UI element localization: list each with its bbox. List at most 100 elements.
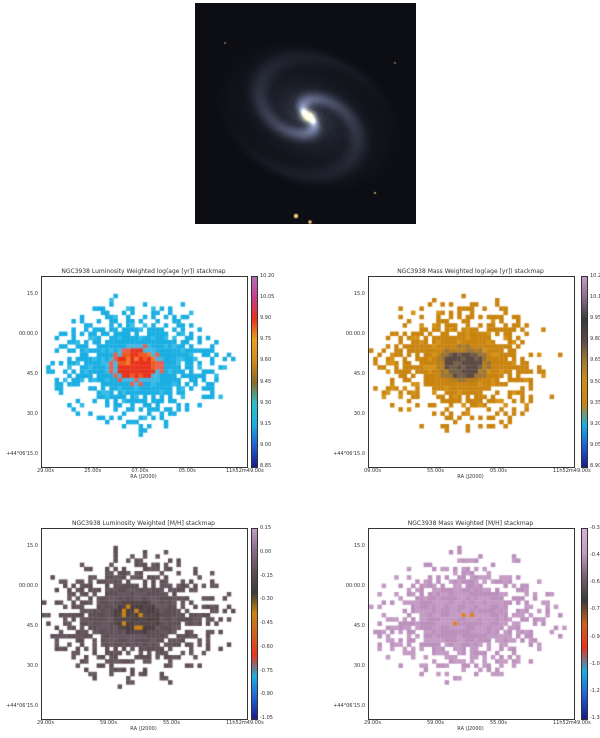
x-tick-label: 11h52m49.00s <box>226 720 264 726</box>
colorbar-tick-label: 9.30 <box>260 399 272 406</box>
colorbar-tick-label: 9.80 <box>590 336 600 343</box>
x-tick-label: 11h52m49.00s <box>226 468 264 474</box>
colorbar-tick-label: 0.00 <box>260 548 272 555</box>
map-axes <box>41 528 248 720</box>
galaxy-canvas <box>195 3 416 224</box>
x-tick-label: 59.00s <box>100 720 117 726</box>
colorbar-tick-label: -1.05 <box>590 660 600 667</box>
colorbar <box>581 276 588 468</box>
y-tick-label: 00:00.0 <box>18 583 38 589</box>
y-tick-label: 30.0 <box>353 663 365 669</box>
colorbar-tick-label: -0.30 <box>260 596 273 603</box>
y-tick-label: 30.0 <box>26 411 38 417</box>
x-tick-label: 29.00s <box>37 468 54 474</box>
x-tick-label: 25.00s <box>84 468 102 474</box>
colorbar-tick-label: 10.05 <box>260 294 275 301</box>
x-tick-label: 09.00s <box>364 468 381 474</box>
x-tick-label: 05.00s <box>490 468 507 474</box>
colorbar <box>251 528 258 720</box>
colorbar-tick-label: -0.15 <box>260 572 273 579</box>
colorbar-tick-label: 10.10 <box>590 294 600 301</box>
colorbar-tick-label: 9.35 <box>590 399 600 406</box>
colorbar-tick-label: -1.35 <box>590 715 600 721</box>
colorbar <box>581 528 588 720</box>
map-axes <box>41 276 248 468</box>
spaxel-map <box>42 277 247 467</box>
stackmap-panel-lum-age: NGC3938 Luminosity Weighted log(age [yr]… <box>6 268 300 483</box>
panel-title: NGC3938 Mass Weighted [M/H] stackmap <box>407 520 534 527</box>
y-tick-label: +44°06'15.0 <box>333 451 365 457</box>
x-tick-label: 55.00s <box>427 468 444 474</box>
y-tick-label: +44°06'15.0 <box>6 451 38 457</box>
y-tick-label: 00:00.0 <box>345 331 365 337</box>
colorbar-tick-label: 8.85 <box>260 463 272 469</box>
colorbar-tick-label: 9.60 <box>260 357 272 364</box>
map-axes <box>368 276 575 468</box>
colorbar <box>251 276 258 468</box>
y-tick-label: +44°06'15.0 <box>6 703 38 709</box>
colorbar-tick-label: -0.45 <box>260 620 273 626</box>
colorbar-tick-label: 9.50 <box>590 378 600 385</box>
colorbar-tick-label: -0.90 <box>260 691 273 698</box>
y-tick-label: 15.0 <box>26 543 38 549</box>
x-axis-label: RA (J2000) <box>457 726 484 732</box>
colorbar-tick-label: 8.90 <box>590 463 600 469</box>
y-tick-label: 30.0 <box>353 411 365 417</box>
y-tick-label: 15.0 <box>353 291 365 297</box>
x-axis-label: RA (J2000) <box>130 726 157 732</box>
x-tick-label: 29.00s <box>37 720 54 726</box>
colorbar-tick-label: 9.00 <box>260 441 272 448</box>
y-tick-label: 15.0 <box>353 543 365 549</box>
y-tick-label: 00:00.0 <box>18 331 38 337</box>
colorbar-tick-label: -1.20 <box>590 687 600 694</box>
x-tick-label: 55.00s <box>490 720 507 726</box>
x-axis-label: RA (J2000) <box>457 474 484 480</box>
x-tick-label: 05.00s <box>178 468 196 474</box>
x-tick-label: 59.00s <box>427 720 444 726</box>
colorbar-tick-label: -0.90 <box>590 633 600 640</box>
spaxel-map <box>42 529 247 719</box>
colorbar-tick-label: 9.45 <box>260 378 272 385</box>
x-axis-label: RA (J2000) <box>130 474 157 480</box>
panel-title: NGC3938 Mass Weighted log(age [yr]) stac… <box>397 268 544 275</box>
colorbar-tick-label: -0.75 <box>590 606 600 613</box>
colorbar-tick-label: -0.45 <box>590 552 600 559</box>
y-tick-label: 00:00.0 <box>345 583 365 589</box>
panel-title: NGC3938 Luminosity Weighted log(age [yr]… <box>61 268 226 275</box>
y-tick-label: 30.0 <box>26 663 38 669</box>
y-tick-label: 45.0 <box>26 623 38 629</box>
y-tick-label: 45.0 <box>353 623 365 629</box>
y-tick-label: 45.0 <box>26 371 38 377</box>
colorbar-tick-label: -0.75 <box>260 667 273 674</box>
colorbar-tick-label: 10.20 <box>260 273 275 279</box>
y-tick-label: +44°06'15.0 <box>333 703 365 709</box>
panel-title: NGC3938 Luminosity Weighted [M/H] stackm… <box>71 520 215 527</box>
y-tick-label: 45.0 <box>353 371 365 377</box>
spaxel-map <box>369 277 574 467</box>
spaxel-map <box>369 529 574 719</box>
colorbar-tick-label: 9.90 <box>260 315 272 322</box>
colorbar-tick-label: 9.05 <box>590 441 600 448</box>
stackmap-panel-mass-age: NGC3938 Mass Weighted log(age [yr]) stac… <box>308 268 600 483</box>
colorbar-tick-label: -0.60 <box>260 643 273 650</box>
stackmap-panel-lum-mh: NGC3938 Luminosity Weighted [M/H] stackm… <box>6 520 300 735</box>
x-tick-label: 55.00s <box>163 720 180 726</box>
colorbar-tick-label: 9.20 <box>590 420 600 427</box>
x-tick-label: 07.00s <box>131 468 149 474</box>
y-tick-label: 15.0 <box>26 291 38 297</box>
colorbar-tick-label: -1.05 <box>260 715 273 721</box>
colorbar-tick-label: 0.15 <box>260 525 272 531</box>
colorbar-tick-label: 9.75 <box>260 336 272 343</box>
x-tick-label: 29.00s <box>364 720 381 726</box>
galaxy-image <box>195 3 416 224</box>
stackmap-panel-mass-mh: NGC3938 Mass Weighted [M/H] stackmap 15.0… <box>308 520 600 735</box>
x-tick-label: 11h52m49.00s <box>553 468 591 474</box>
x-tick-label: 11h52m49.00s <box>553 720 591 726</box>
map-axes <box>368 528 575 720</box>
colorbar-tick-label: 9.95 <box>590 315 600 322</box>
colorbar-tick-label: 9.65 <box>590 357 600 364</box>
colorbar-tick-label: 9.15 <box>260 420 272 427</box>
colorbar-tick-label: -0.60 <box>590 579 600 586</box>
colorbar-tick-label: -0.30 <box>590 525 600 531</box>
colorbar-tick-label: 10.25 <box>590 273 600 279</box>
